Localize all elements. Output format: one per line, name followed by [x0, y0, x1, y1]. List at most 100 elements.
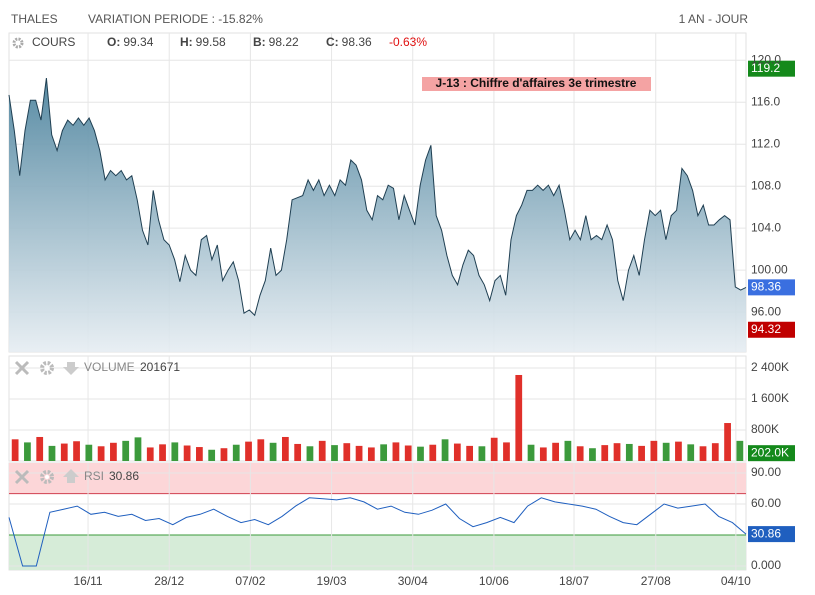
- ohlc-item: H: 99.58: [180, 35, 226, 49]
- legend-value: 30.86: [109, 469, 139, 483]
- y-tick-label: 2 400K: [751, 360, 789, 374]
- y-tick-label: 116.0: [751, 94, 780, 108]
- volume-bar: [281, 436, 289, 461]
- legend-label: VOLUME: [84, 360, 135, 374]
- range[interactable]: 1 AN - JOUR: [679, 12, 749, 26]
- ohlc-key: H:: [180, 35, 193, 49]
- volume-bar: [146, 447, 154, 461]
- volume-bar: [232, 444, 240, 461]
- volume-bar: [343, 443, 351, 461]
- volume-bar: [73, 441, 80, 461]
- volume-bar: [490, 437, 498, 461]
- value-badge: [748, 445, 795, 462]
- legend-label: COURS: [32, 35, 75, 49]
- ohlc-value: 98.22: [269, 35, 299, 49]
- volume-bar: [48, 445, 56, 461]
- volume-bar: [269, 442, 277, 461]
- volume-bar: [539, 447, 547, 461]
- settings-icon[interactable]: [40, 470, 54, 484]
- x-tick-label: 10/06: [479, 574, 509, 588]
- volume-bar: [380, 444, 388, 461]
- panel: 202.0K VOLUME 201671: [8, 355, 795, 462]
- ohlc-value: 98.36: [342, 35, 372, 49]
- value-badge-label: 30.86: [751, 526, 781, 540]
- volume-bar: [392, 442, 400, 461]
- move-down-icon[interactable]: [63, 362, 79, 375]
- settings-icon[interactable]: [12, 37, 24, 49]
- volume-bar: [355, 445, 363, 461]
- close-icon[interactable]: [14, 469, 30, 485]
- volume-bar: [576, 446, 584, 461]
- volume-bar: [453, 443, 461, 461]
- volume-bar: [134, 437, 142, 461]
- value-badge: [748, 321, 795, 338]
- volume-bar: [638, 445, 645, 461]
- volume-bar: [699, 446, 707, 461]
- x-tick-label: 18/07: [559, 574, 589, 588]
- x-tick-label: 04/10: [721, 574, 751, 588]
- price-area: [9, 78, 746, 352]
- legend-label: RSI: [84, 469, 104, 483]
- volume-bar: [159, 444, 166, 461]
- volume-bar: [466, 445, 474, 461]
- x-tick-label: 16/11: [73, 574, 102, 588]
- volume-bar: [552, 442, 559, 461]
- volume-bar: [417, 446, 424, 461]
- ohlc-item: C: 98.36: [326, 35, 372, 49]
- volume-bar: [24, 442, 31, 461]
- y-tick-label: 120.0: [751, 52, 781, 66]
- value-badge: [748, 279, 795, 296]
- volume-bar: [404, 445, 412, 461]
- volume-bar: [441, 439, 449, 461]
- volume-bar: [564, 440, 572, 461]
- volume-bar: [245, 441, 252, 461]
- ohlc-value: 99.58: [196, 35, 226, 49]
- y-tick-label: 100.00: [751, 262, 788, 276]
- ohlc-key: B:: [253, 35, 266, 49]
- volume-bar: [122, 440, 130, 461]
- ohlc-value: 99.34: [123, 35, 153, 49]
- variation: VARIATION PERIODE : -15.82%: [88, 12, 263, 26]
- value-badge-label: 202.0K: [751, 445, 789, 459]
- value-badge-label: 98.36: [751, 280, 781, 294]
- value-badge-label: 119.2: [751, 61, 780, 75]
- overbought-zone: [9, 463, 746, 494]
- volume-bar: [711, 443, 719, 461]
- annotation: J-13 : Chiffre d'affaires 3e trimestre: [436, 76, 637, 90]
- volume-bar: [11, 439, 19, 461]
- volume-bar: [589, 448, 596, 461]
- volume-bar: [294, 443, 302, 461]
- y-tick-label: 108.0: [751, 178, 781, 192]
- volume-bar: [515, 374, 523, 461]
- x-tick-label: 07/02: [235, 574, 265, 588]
- oversold-zone: [9, 534, 746, 570]
- y-tick-label: 90.00: [751, 465, 781, 479]
- rsi-line: [8, 497, 747, 567]
- volume-bar: [60, 443, 68, 461]
- ohlc-key: O:: [107, 35, 120, 49]
- ohlc-key: C:: [326, 35, 339, 49]
- volume-bar: [183, 445, 191, 461]
- volume-bar: [171, 442, 179, 461]
- volume-bar: [306, 446, 314, 461]
- y-tick-label: 60.00: [751, 496, 781, 510]
- close-icon[interactable]: [14, 360, 30, 376]
- volume-bar: [367, 447, 375, 461]
- x-tick-label: 19/03: [317, 574, 347, 588]
- volume-bar: [318, 440, 326, 461]
- change: -0.63%: [389, 35, 427, 49]
- volume-bar: [736, 440, 744, 461]
- settings-icon[interactable]: [40, 361, 54, 375]
- value-badge: [748, 60, 795, 77]
- volume-bar: [208, 449, 216, 461]
- move-up-icon[interactable]: [63, 469, 79, 483]
- y-tick-label: 104.0: [751, 220, 781, 234]
- x-tick-label: 27/08: [641, 574, 671, 588]
- volume-bar: [429, 444, 437, 461]
- volume-bar: [85, 444, 93, 461]
- ohlc-item: B: 98.22: [253, 35, 299, 49]
- volume-bar: [331, 445, 338, 461]
- volume-bar: [662, 442, 670, 461]
- panel-frame: [8, 355, 747, 462]
- y-tick-label: 96.00: [751, 304, 781, 318]
